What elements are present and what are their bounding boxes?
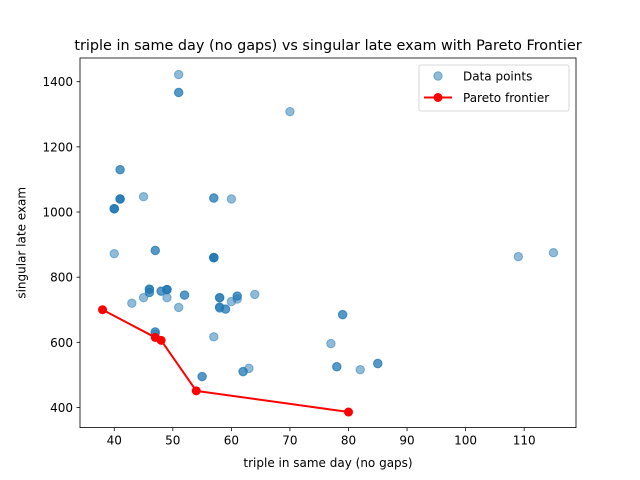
data-point <box>373 358 383 369</box>
data-point <box>109 204 119 214</box>
data-point <box>244 363 254 374</box>
y-tick-label: 600 <box>50 336 73 350</box>
pareto-point <box>98 305 108 315</box>
data-point <box>214 292 225 303</box>
data-point <box>115 164 125 175</box>
data-point <box>209 193 219 203</box>
data-point <box>209 252 219 263</box>
data-point <box>127 298 137 308</box>
y-axis: 400 600 800 1000 1200 1400 <box>42 75 80 415</box>
pareto-frontier-line <box>101 308 350 414</box>
chart-title: triple in same day (no gaps) vs singular… <box>74 38 581 54</box>
x-tick-label: 50 <box>165 434 180 448</box>
data-point <box>109 249 119 259</box>
legend-frame <box>418 64 570 112</box>
data-point <box>332 362 342 372</box>
data-point <box>232 291 242 301</box>
y-tick-label: 1000 <box>42 206 73 220</box>
legend-marker-pareto-frontier <box>433 93 443 102</box>
data-point <box>548 248 559 258</box>
data-point <box>355 364 365 375</box>
data-point <box>197 371 207 382</box>
scatter-layer <box>109 69 559 382</box>
data-point <box>326 338 336 349</box>
x-tick-label: 60 <box>224 434 239 448</box>
data-point <box>513 251 524 262</box>
data-point <box>150 245 160 256</box>
x-axis-label: triple in same day (no gaps) <box>243 456 412 470</box>
pareto-point <box>343 407 353 417</box>
data-point <box>220 304 231 314</box>
legend-marker-data-points <box>433 71 443 81</box>
pareto-line-layer <box>98 305 353 417</box>
data-point <box>285 106 295 117</box>
pareto-point <box>191 386 201 396</box>
x-tick-label: 70 <box>282 434 297 448</box>
data-point <box>173 69 184 80</box>
data-point <box>209 332 219 342</box>
y-axis-label: singular late exam <box>15 187 29 299</box>
y-tick-label: 1200 <box>42 140 73 154</box>
data-point <box>162 284 172 295</box>
legend-label-pareto-frontier: Pareto frontier <box>463 91 549 105</box>
data-point <box>226 194 237 204</box>
axes-frame <box>79 57 577 429</box>
data-point <box>138 192 149 202</box>
data-point <box>337 309 348 320</box>
y-tick-label: 1400 <box>42 75 73 89</box>
x-tick-label: 40 <box>107 434 122 448</box>
x-tick-label: 80 <box>341 434 356 448</box>
y-tick-label: 800 <box>50 271 73 285</box>
data-point <box>179 290 190 300</box>
data-point <box>173 87 184 98</box>
legend-label-data-points: Data points <box>463 70 532 84</box>
pareto-point <box>156 335 166 345</box>
x-axis: 40 50 60 70 80 90 100 110 <box>107 427 536 448</box>
y-tick-label: 400 <box>50 401 73 415</box>
legend: Data points Pareto frontier <box>418 64 570 112</box>
data-point <box>173 302 184 313</box>
x-tick-label: 100 <box>454 434 477 448</box>
x-tick-label: 90 <box>399 434 414 448</box>
data-point <box>138 292 149 303</box>
data-point <box>144 287 155 298</box>
data-point <box>162 292 172 303</box>
data-point <box>115 194 125 204</box>
data-point <box>250 289 260 300</box>
x-tick-label: 110 <box>513 434 536 448</box>
